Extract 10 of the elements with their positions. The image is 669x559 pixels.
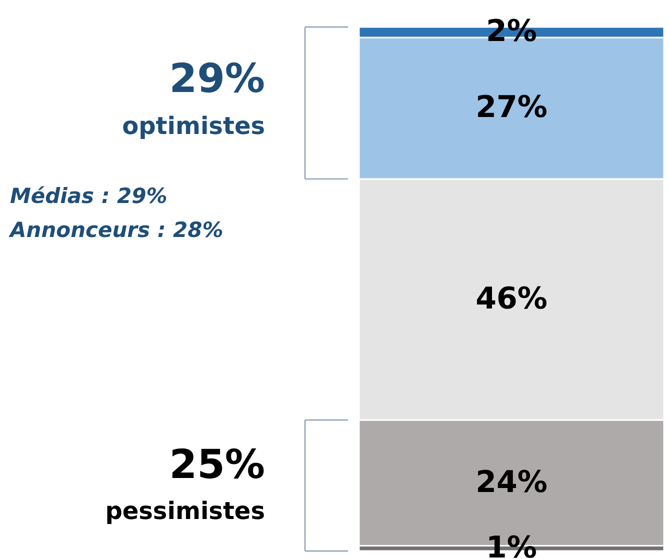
- text: 25%: [169, 442, 265, 488]
- data-label: 1%: [486, 530, 537, 559]
- text: 29%: [169, 56, 265, 102]
- data-label: 27%: [476, 90, 548, 126]
- data-label: 24%: [476, 464, 548, 500]
- text: Annonceurs : 28%: [8, 218, 224, 242]
- text: optimistes: [122, 112, 265, 140]
- text: Médias : 29%: [10, 184, 168, 208]
- data-label: 46%: [476, 281, 548, 316]
- text: pessimistes: [105, 497, 265, 525]
